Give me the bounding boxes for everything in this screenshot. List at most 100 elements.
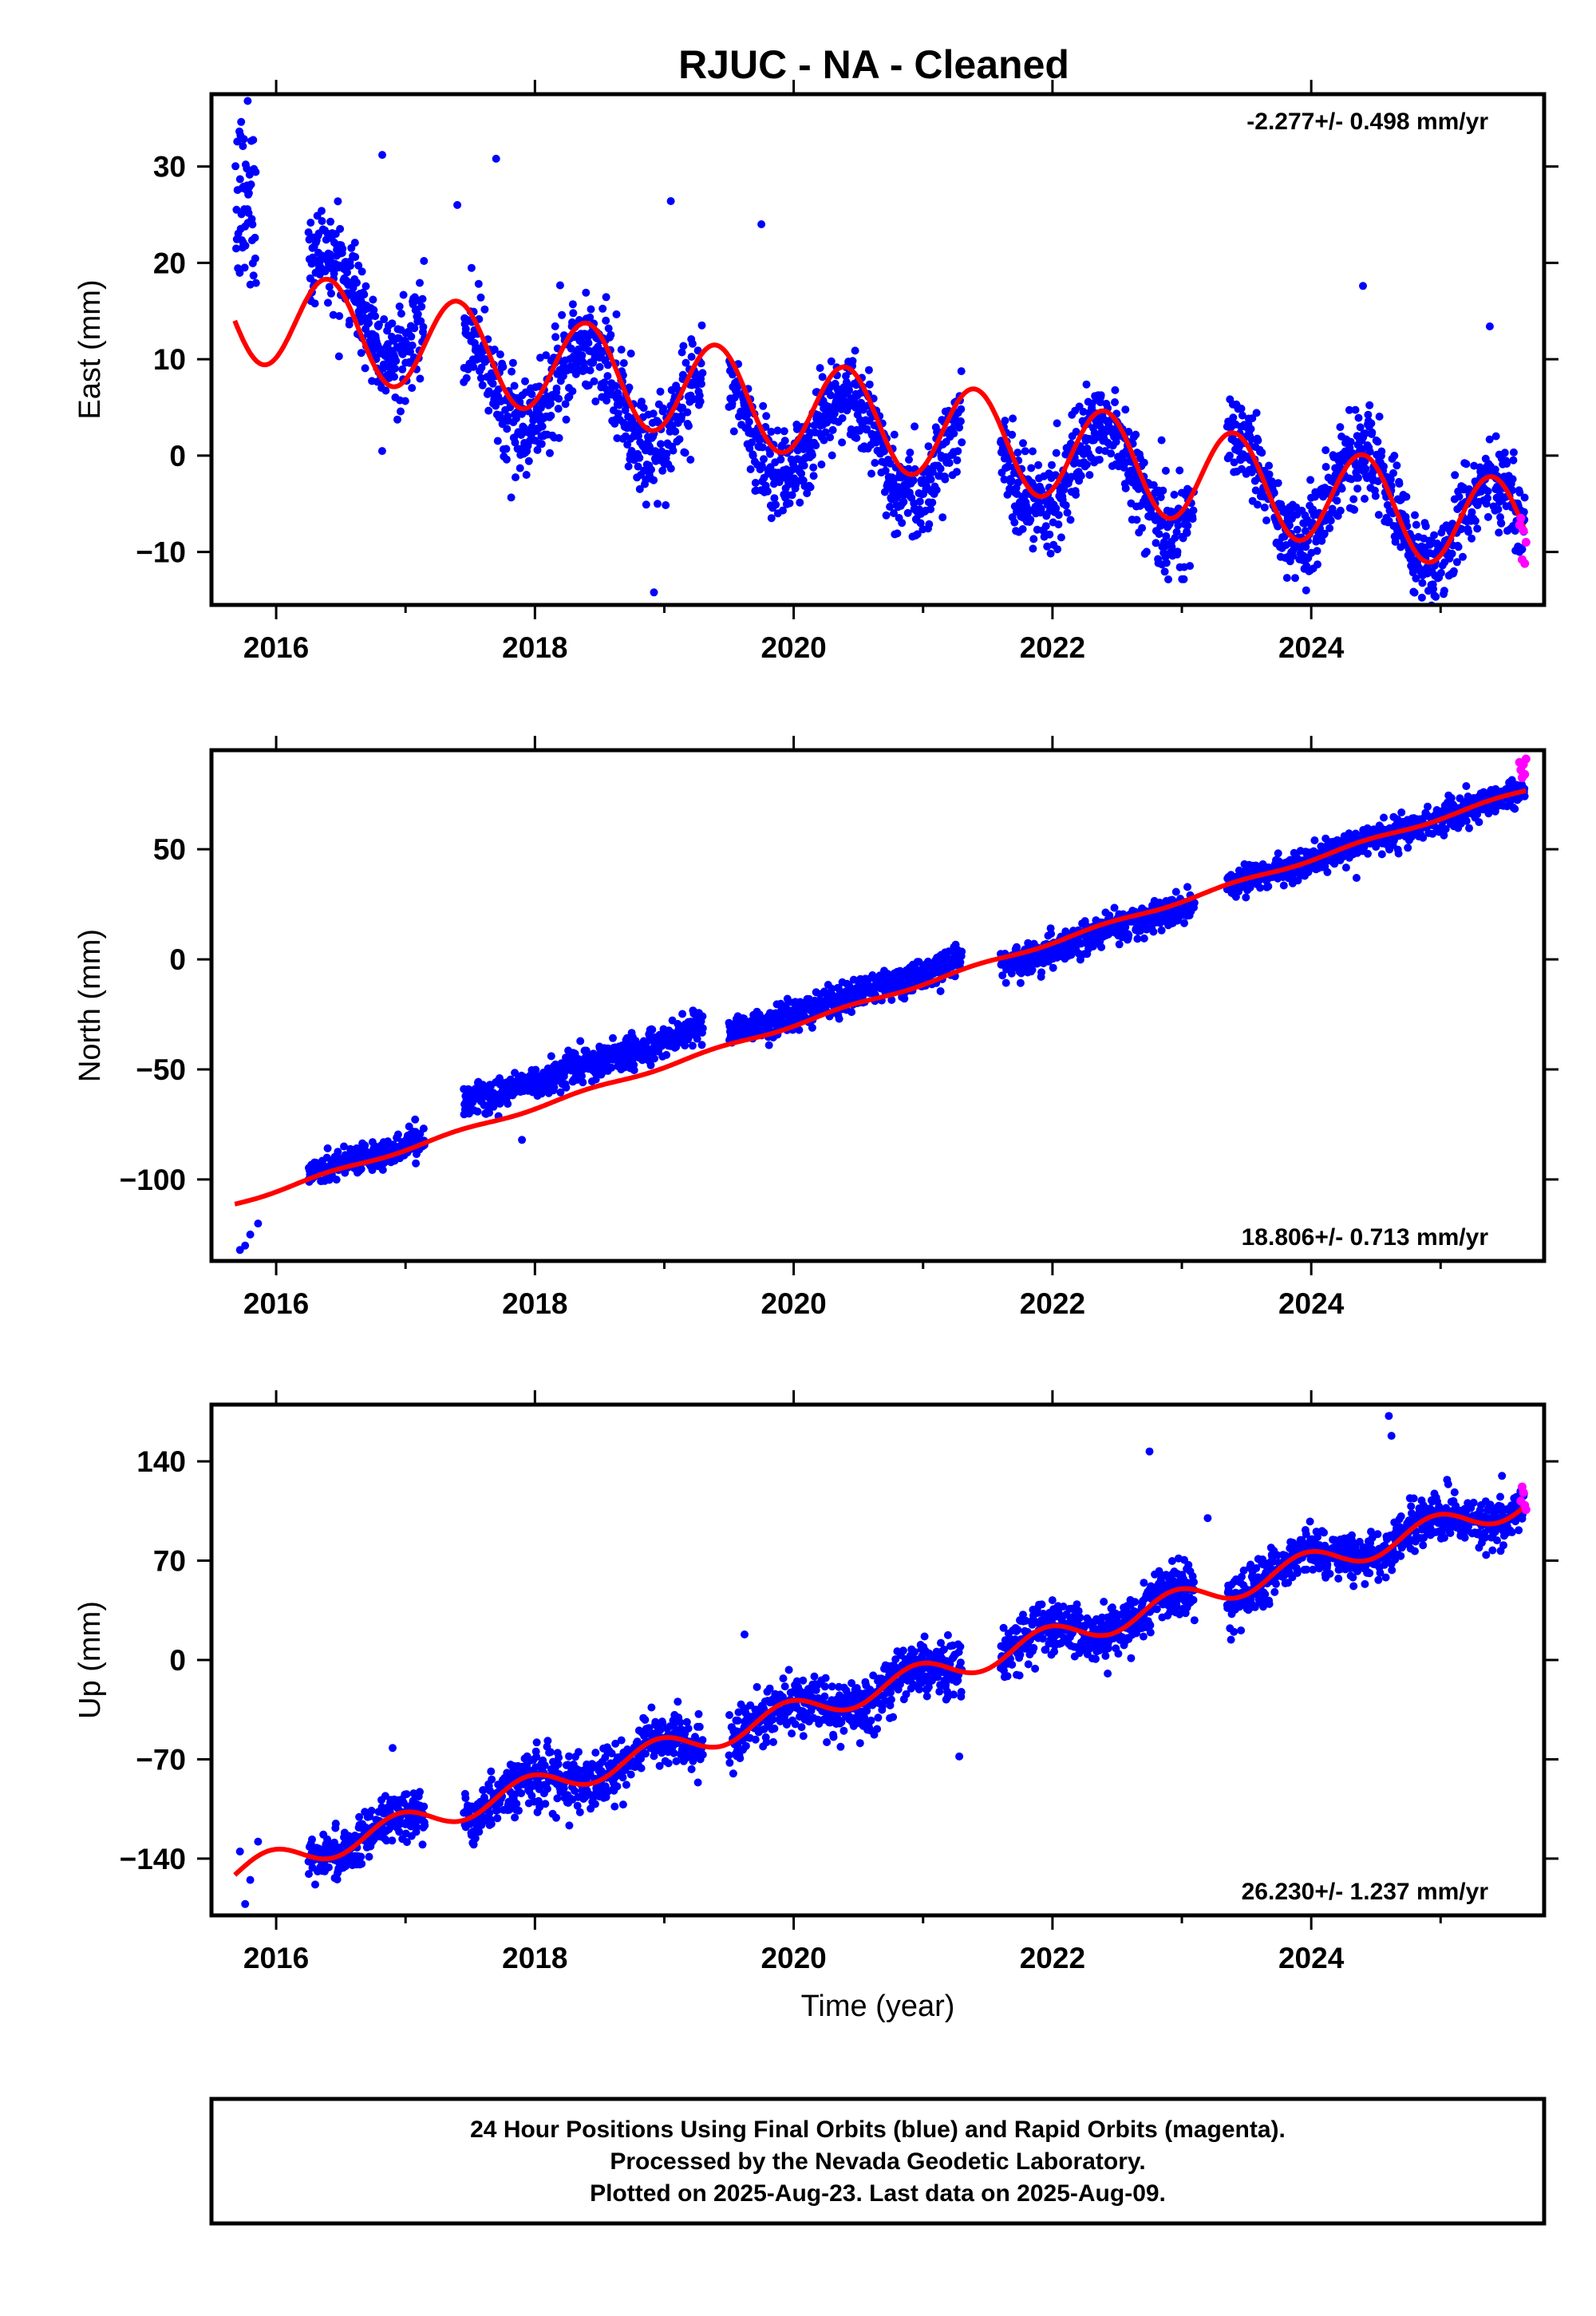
east-final-point (617, 346, 626, 354)
east-final-point (767, 514, 776, 523)
east-final-point (334, 197, 342, 206)
east-final-point (247, 180, 255, 189)
east-final-point (1054, 511, 1063, 520)
north-final-point (1440, 831, 1448, 840)
east-final-point (657, 440, 665, 449)
east-final-point (851, 346, 859, 355)
east-final-point (327, 289, 335, 298)
east-final-point (603, 372, 612, 381)
east-final-point (910, 499, 918, 508)
east-final-point (239, 135, 248, 144)
east-model-curve (232, 276, 1529, 565)
east-final-point (1282, 574, 1291, 583)
east-final-point (1174, 521, 1183, 530)
east-final-point (1052, 504, 1061, 512)
east-final-point (318, 217, 326, 225)
east-final-point (508, 358, 517, 367)
east-final-point (1001, 417, 1009, 425)
east-y-axis-label: East (mm) (73, 279, 107, 419)
east-final-point (1386, 475, 1395, 484)
north-final-point (1171, 887, 1180, 896)
east-final-point (830, 409, 839, 418)
east-final-point (953, 468, 961, 476)
east-final-point (521, 377, 529, 385)
east-final-point (1412, 520, 1420, 529)
east-final-point (746, 465, 755, 473)
north-final-point (576, 1037, 585, 1045)
east-final-point (1508, 475, 1517, 484)
east-final-point (1054, 520, 1063, 529)
north-final-point (936, 987, 945, 995)
east-final-point (380, 315, 389, 323)
east-final-point (1373, 477, 1382, 485)
east-rapid-point (1515, 520, 1524, 530)
east-outlier-point (1485, 322, 1494, 330)
east-final-point (306, 219, 315, 227)
east-final-point (926, 505, 935, 514)
east-final-point (688, 339, 697, 348)
east-final-point (848, 357, 857, 366)
east-final-point (249, 136, 258, 144)
north-final-point (1341, 864, 1350, 872)
east-final-point (1124, 428, 1133, 436)
east-final-point (361, 282, 370, 290)
north-final-point (764, 1041, 773, 1049)
north-final-point (835, 1014, 843, 1023)
east-final-point (619, 359, 628, 367)
east-final-point (512, 414, 520, 423)
north-final-point (697, 1041, 706, 1049)
east-final-point (1160, 567, 1169, 576)
east-final-point (758, 443, 767, 452)
east-final-point (600, 378, 609, 387)
east-final-point (1085, 471, 1094, 480)
east-final-point (1408, 568, 1417, 577)
east-final-point (925, 520, 934, 528)
east-final-point (1052, 449, 1061, 457)
east-final-point (1029, 447, 1037, 456)
east-final-point (865, 380, 874, 389)
east-final-point (397, 407, 405, 416)
north-final-point (1183, 883, 1191, 891)
north-final-point (550, 1083, 559, 1092)
east-final-point (606, 330, 615, 339)
east-final-point (1140, 458, 1148, 467)
east-final-point (1258, 449, 1266, 457)
east-final-point (351, 253, 360, 261)
east-final-point (1077, 472, 1085, 480)
east-final-point (1491, 465, 1499, 474)
east-outlier-point (650, 588, 658, 597)
east-x-tick-label: 2016 (243, 631, 309, 664)
north-final-point (607, 1063, 616, 1072)
east-final-point (547, 411, 555, 420)
east-final-point (957, 367, 966, 376)
east-final-point (1470, 461, 1479, 470)
east-final-point (779, 506, 787, 515)
east-final-point (251, 254, 259, 263)
east-final-point (864, 366, 873, 374)
east-final-point (235, 175, 244, 184)
east-final-point (249, 271, 258, 280)
east-final-point (1365, 401, 1374, 409)
east-final-point (346, 262, 354, 271)
north-final-point (1037, 968, 1046, 977)
east-final-point (555, 281, 564, 290)
east-final-point (803, 489, 812, 498)
east-final-point (419, 322, 428, 331)
east-final-point (696, 397, 705, 406)
east-final-point (374, 320, 383, 329)
east-final-point (954, 447, 962, 456)
north-final-point (547, 1052, 555, 1061)
east-final-point (1380, 462, 1388, 471)
east-final-point (551, 322, 559, 330)
east-final-point (568, 300, 577, 309)
east-final-point (678, 348, 686, 357)
east-final-point (399, 290, 408, 299)
north-final-point (419, 1124, 428, 1133)
east-final-point (251, 279, 260, 287)
east-final-point (558, 310, 567, 319)
east-final-point (1364, 410, 1373, 419)
east-final-point (243, 164, 251, 173)
east-final-point (1270, 488, 1278, 497)
